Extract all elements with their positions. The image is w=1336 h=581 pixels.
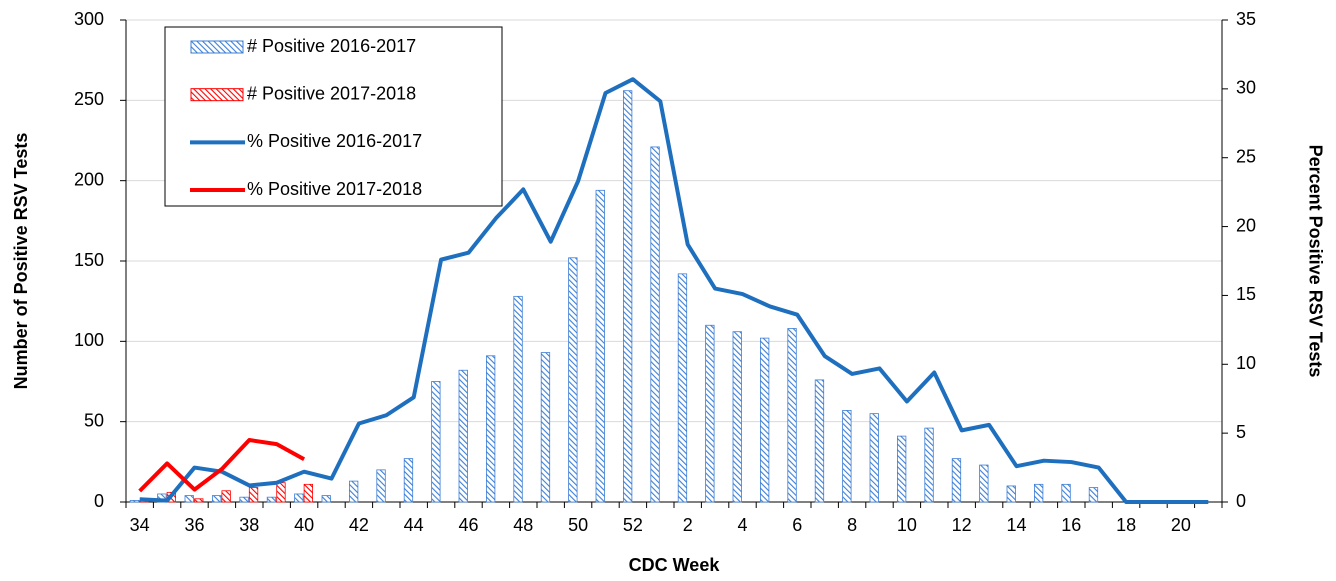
y-tick-label: 300 [74,9,104,29]
x-tick-label: 12 [952,515,972,535]
bar [129,499,140,503]
bar [1088,487,1099,503]
legend-swatch [190,40,244,54]
x-tick-label: 6 [792,515,802,535]
y-tick-label: 0 [94,491,104,511]
bar [595,189,605,503]
bar [184,495,194,503]
bar [266,496,277,503]
bar [485,355,496,503]
bar [540,352,551,503]
x-tick-label: 2 [683,515,693,535]
y-tick-label: 50 [84,410,104,430]
y-axis-title: Number of Positive RSV Tests [11,133,31,390]
line [138,438,306,493]
bar [303,483,314,503]
bar [239,496,249,503]
bar [760,337,770,503]
bar [1034,483,1044,503]
y-tick-label: 200 [74,169,104,189]
x-tick-label: 52 [623,515,643,535]
bar [979,464,989,503]
line [139,77,1209,504]
bar [1006,485,1016,503]
bar [403,458,414,503]
legend-label: % Positive 2017-2018 [247,179,422,199]
legend-label: % Positive 2016-2017 [247,131,422,151]
x-tick-label: 50 [568,515,588,535]
x-tick-label: 38 [239,515,259,535]
x-tick-label: 36 [184,515,204,535]
x-tick-label: 42 [349,515,369,535]
legend-label: # Positive 2017-2018 [247,83,416,103]
bar [732,331,742,503]
x-tick-label: 20 [1171,515,1191,535]
bar [376,469,386,503]
bar [787,328,797,503]
x-tick-label: 40 [294,515,314,535]
y2-tick-label: 30 [1236,78,1256,98]
bar [623,90,633,503]
bar [650,146,660,503]
legend-box [164,26,503,207]
y2-axis-title: Percent Positive RSV Tests [1305,145,1325,378]
bar [814,379,825,503]
bar [568,257,578,503]
x-tick-label: 18 [1116,515,1136,535]
bar [924,427,934,503]
bar [677,273,688,503]
y2-tick-label: 25 [1236,146,1256,166]
bar [294,493,304,503]
y-tick-label: 250 [74,89,104,109]
x-axis-title: CDC Week [629,555,721,575]
x-tick-label: 8 [847,515,857,535]
bar [348,480,359,503]
bar [276,482,286,503]
y-tick-label: 150 [74,250,104,270]
bar [869,413,879,503]
legend-swatch [190,88,244,102]
bar [951,458,962,503]
x-tick-label: 34 [130,515,150,535]
bar [248,487,259,503]
bar [458,369,468,503]
y2-tick-label: 35 [1236,9,1256,29]
bar [842,410,852,503]
legend-label: # Positive 2016-2017 [247,36,416,56]
bar [513,295,523,503]
bar [221,490,231,503]
bar [431,381,441,503]
x-tick-label: 44 [404,515,424,535]
x-tick-label: 4 [737,515,747,535]
y2-tick-label: 0 [1236,491,1246,511]
x-tick-label: 46 [458,515,478,535]
bar [194,498,204,503]
bar [705,324,715,503]
y2-tick-label: 15 [1236,284,1256,304]
x-tick-label: 16 [1061,515,1081,535]
y-tick-label: 100 [74,330,104,350]
bar [1061,483,1071,503]
legend: # Positive 2016-2017 # Positive 2017-2018… [164,26,503,207]
x-tick-label: 14 [1006,515,1026,535]
bar [897,435,907,503]
y2-tick-label: 10 [1236,353,1256,373]
bar [321,495,331,503]
bar [211,495,222,503]
y2-tick-label: 5 [1236,422,1246,442]
x-tick-label: 48 [513,515,533,535]
x-tick-label: 10 [897,515,917,535]
y2-tick-label: 20 [1236,215,1256,235]
